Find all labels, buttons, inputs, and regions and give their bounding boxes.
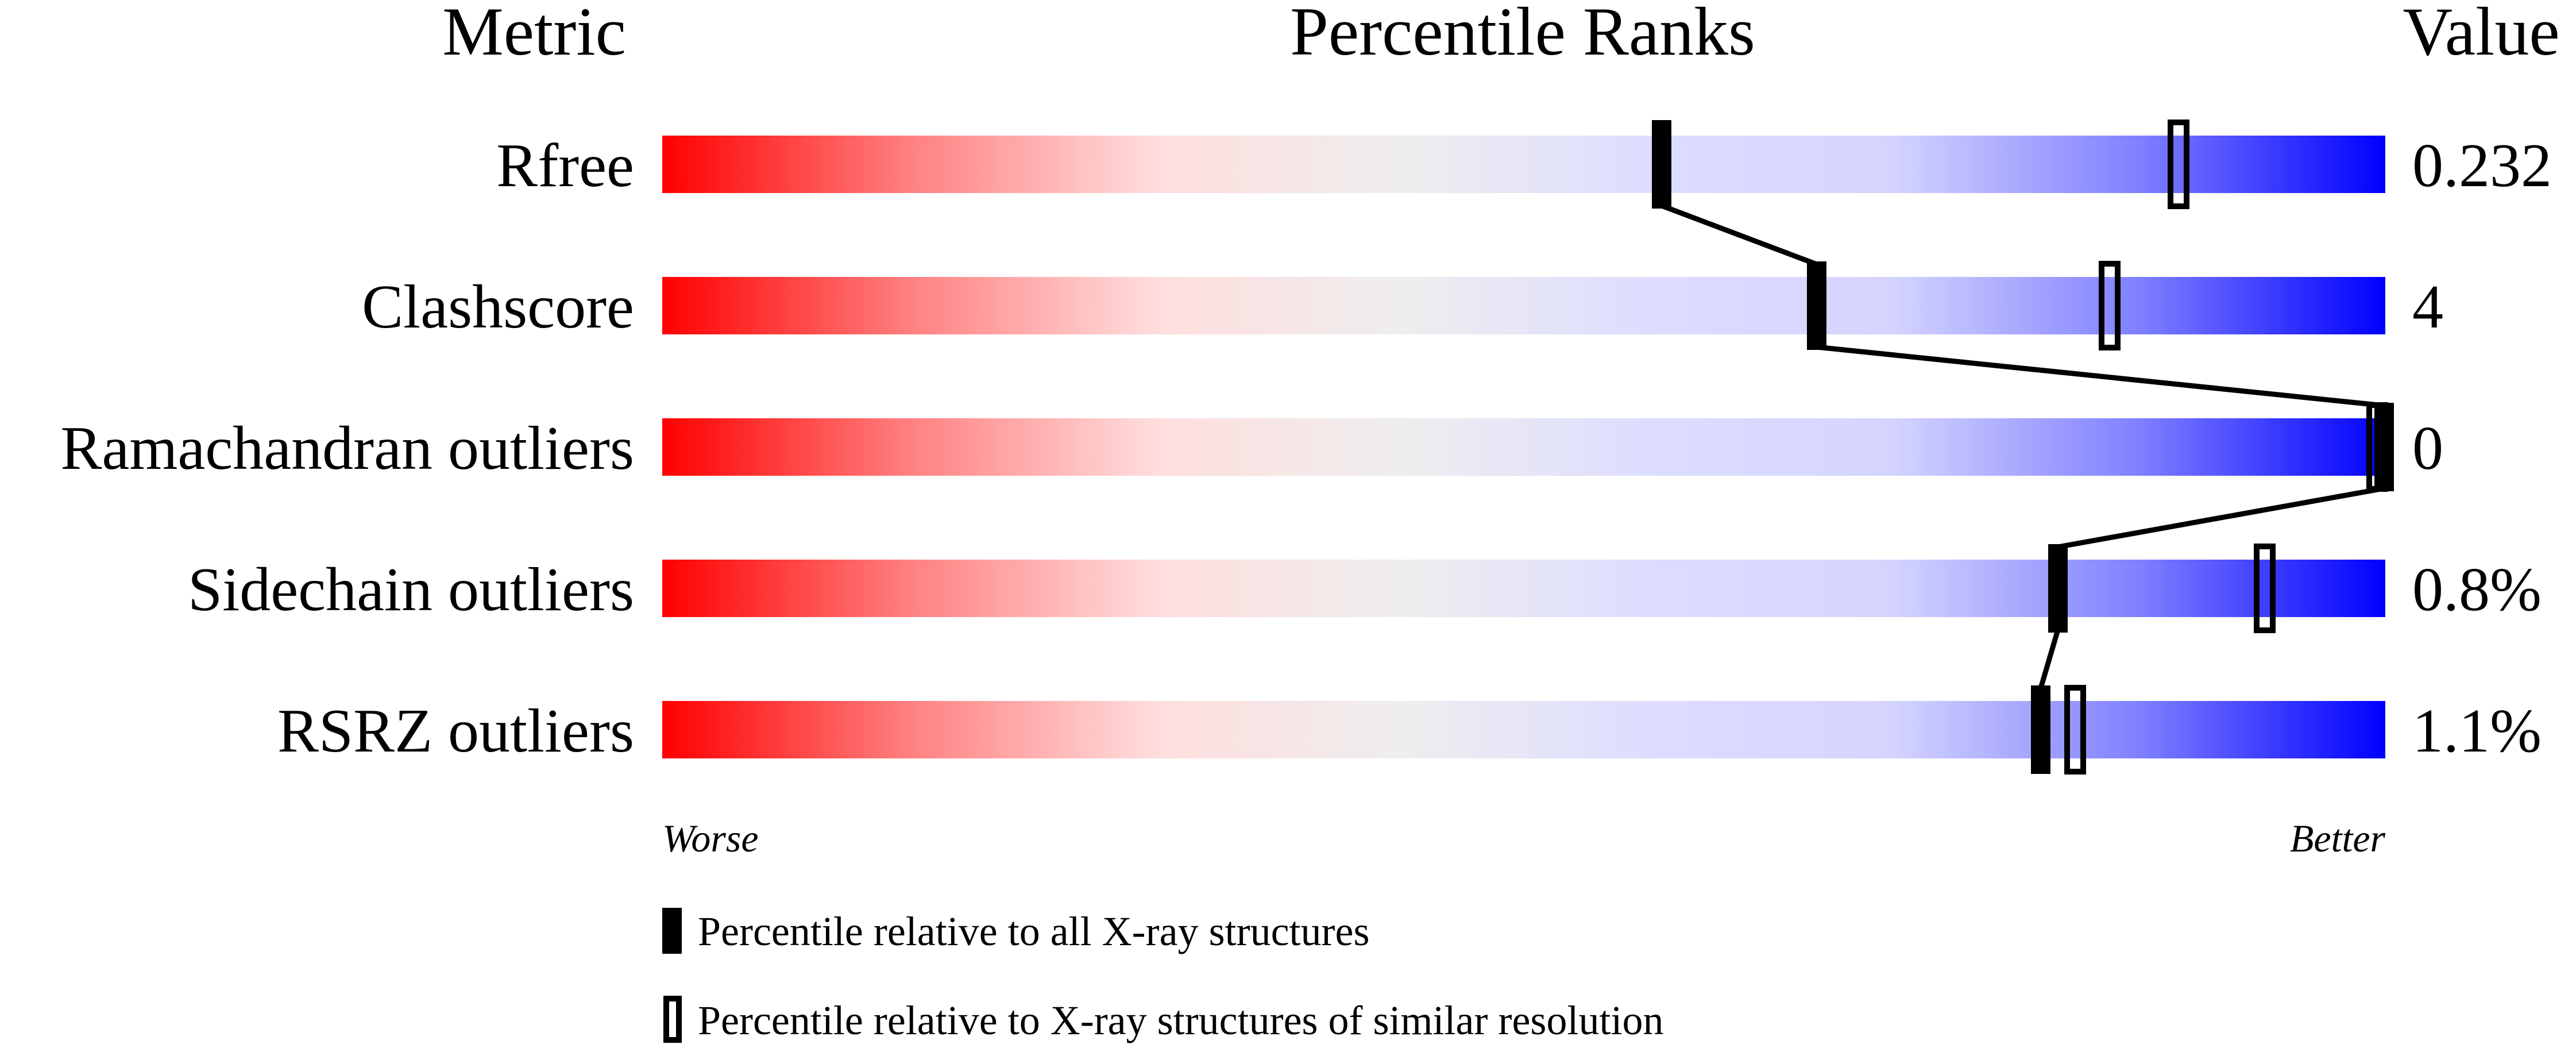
connector-line xyxy=(2057,486,2385,550)
marker-similar-resolution xyxy=(2168,120,2189,209)
legend-filled-label: Percentile relative to all X-ray structu… xyxy=(698,908,1370,954)
metric-label: Sidechain outliers xyxy=(188,556,634,624)
marker-similar-resolution xyxy=(2064,685,2086,775)
percentile-bar xyxy=(662,418,2385,476)
legend-open-marker xyxy=(663,996,682,1043)
percentile-bar xyxy=(662,560,2385,617)
value-label: 0.232 xyxy=(2412,132,2552,200)
worse-label: Worse xyxy=(662,816,759,860)
value-label: 1.1% xyxy=(2412,697,2542,765)
header-value: Value xyxy=(2403,0,2559,70)
connector-line xyxy=(1816,344,2385,409)
marker-all-structures xyxy=(2031,685,2050,774)
marker-similar-resolution xyxy=(2099,261,2121,350)
value-label: 0.8% xyxy=(2412,556,2542,624)
legend-filled-marker xyxy=(662,908,682,954)
percentile-bar xyxy=(662,277,2385,334)
connector-line xyxy=(1660,203,1818,267)
metric-label: Rfree xyxy=(496,132,634,200)
metric-label: Ramachandran outliers xyxy=(60,414,634,483)
header-metric: Metric xyxy=(442,0,626,70)
marker-all-structures xyxy=(1807,261,1826,350)
legend-open-label: Percentile relative to X-ray structures … xyxy=(698,997,1663,1043)
marker-all-structures xyxy=(1652,120,1671,209)
header-percentile-ranks: Percentile Ranks xyxy=(1290,0,1755,70)
marker-similar-resolution xyxy=(2254,544,2276,633)
value-label: 4 xyxy=(2412,273,2443,341)
metric-label: Clashscore xyxy=(362,273,634,341)
better-label: Better xyxy=(2290,816,2386,860)
marker-all-structures xyxy=(2374,403,2394,491)
value-label: 0 xyxy=(2412,414,2443,483)
metric-label: RSRZ outliers xyxy=(277,697,634,765)
percentile-bar xyxy=(662,701,2385,758)
connector-line xyxy=(2038,629,2061,689)
percentile-bar xyxy=(662,136,2385,193)
marker-all-structures xyxy=(2048,544,2068,633)
